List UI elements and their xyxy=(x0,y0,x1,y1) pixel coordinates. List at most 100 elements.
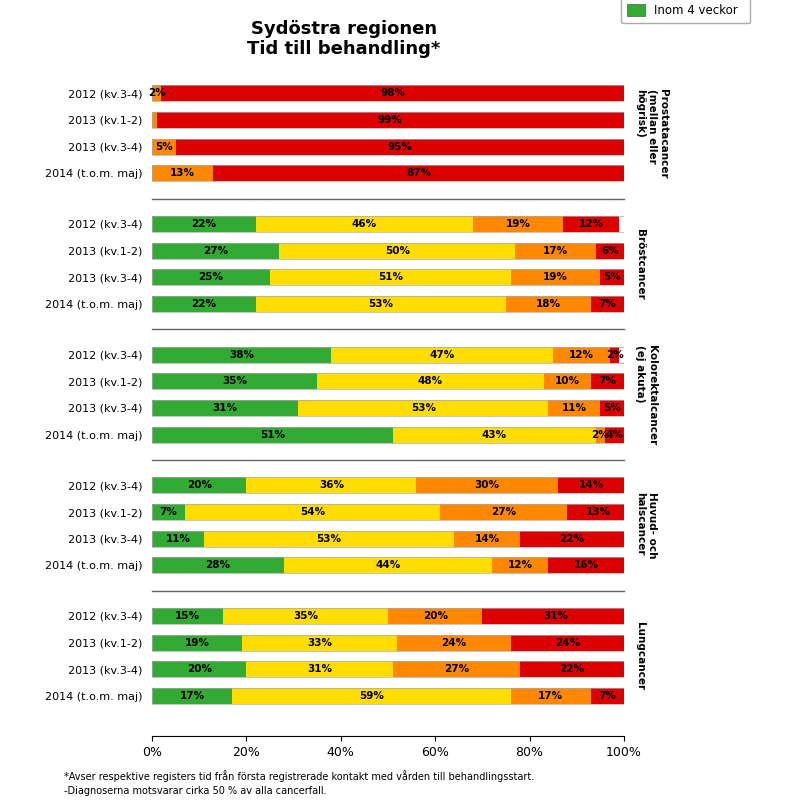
Text: 2%: 2% xyxy=(148,88,166,98)
Bar xyxy=(152,608,222,624)
Bar xyxy=(152,86,624,102)
Text: 27%: 27% xyxy=(444,664,469,674)
Bar xyxy=(298,400,549,416)
Text: 5%: 5% xyxy=(155,142,173,152)
Bar xyxy=(596,426,605,442)
Text: 30%: 30% xyxy=(474,480,500,490)
Text: 12%: 12% xyxy=(578,219,603,229)
Bar xyxy=(510,270,600,286)
Text: 53%: 53% xyxy=(317,534,342,544)
Bar xyxy=(416,478,558,494)
Legend: Över 12 veckor, 8-12 veckor, 4-8 veckor, Inom 4 veckor: Över 12 veckor, 8-12 veckor, 4-8 veckor,… xyxy=(621,0,750,23)
Bar xyxy=(152,86,162,102)
Text: 53%: 53% xyxy=(411,403,436,413)
Bar xyxy=(549,400,600,416)
Text: 17%: 17% xyxy=(538,691,563,701)
Bar xyxy=(152,166,624,182)
Bar xyxy=(152,662,246,678)
Text: 44%: 44% xyxy=(375,560,401,570)
Text: 35%: 35% xyxy=(293,611,318,621)
Text: 12%: 12% xyxy=(569,350,594,360)
Bar xyxy=(544,374,591,390)
Bar xyxy=(440,504,567,520)
Bar xyxy=(152,296,256,312)
Text: 20%: 20% xyxy=(186,480,212,490)
Text: 19%: 19% xyxy=(506,219,530,229)
Text: 6%: 6% xyxy=(601,246,618,256)
Text: 47%: 47% xyxy=(430,350,455,360)
Bar xyxy=(152,374,624,390)
Text: Lungcancer: Lungcancer xyxy=(635,622,645,690)
Text: 43%: 43% xyxy=(482,430,506,440)
Text: Huvud- och
halscancer: Huvud- och halscancer xyxy=(635,492,657,558)
Bar xyxy=(600,400,624,416)
Bar xyxy=(152,166,214,182)
Bar xyxy=(388,608,482,624)
Text: 31%: 31% xyxy=(543,611,568,621)
Bar xyxy=(591,374,624,390)
Text: 16%: 16% xyxy=(574,560,598,570)
Bar xyxy=(520,662,624,678)
Text: 95%: 95% xyxy=(387,142,412,152)
Bar xyxy=(152,478,624,494)
Text: 53%: 53% xyxy=(369,299,394,309)
Bar xyxy=(549,558,624,574)
Bar xyxy=(152,346,624,362)
Bar xyxy=(152,426,624,442)
Text: 27%: 27% xyxy=(203,246,228,256)
Text: 31%: 31% xyxy=(213,403,238,413)
Text: 22%: 22% xyxy=(559,534,585,544)
Text: 7%: 7% xyxy=(159,507,178,517)
Bar xyxy=(492,558,549,574)
Bar xyxy=(520,530,624,546)
Bar xyxy=(398,634,510,650)
Text: 7%: 7% xyxy=(598,376,617,386)
Bar xyxy=(152,688,624,704)
Bar xyxy=(473,216,562,232)
Text: 31%: 31% xyxy=(307,664,332,674)
Text: 14%: 14% xyxy=(578,480,603,490)
Text: 25%: 25% xyxy=(198,272,223,282)
Text: 14%: 14% xyxy=(474,534,500,544)
Text: 36%: 36% xyxy=(319,480,344,490)
Text: 87%: 87% xyxy=(406,168,431,178)
Bar xyxy=(152,558,284,574)
Text: 5%: 5% xyxy=(603,403,621,413)
Bar xyxy=(162,86,624,102)
Text: Kolorektalcancer
(ej akuta): Kolorektalcancer (ej akuta) xyxy=(635,345,657,445)
Text: 19%: 19% xyxy=(185,638,210,648)
Text: 28%: 28% xyxy=(206,560,230,570)
Bar xyxy=(242,634,398,650)
Bar xyxy=(558,478,624,494)
Text: 2%: 2% xyxy=(606,350,623,360)
Text: 7%: 7% xyxy=(598,691,617,701)
Bar xyxy=(152,216,624,232)
Bar xyxy=(256,216,473,232)
Text: 20%: 20% xyxy=(186,664,212,674)
Bar xyxy=(152,504,185,520)
Text: 35%: 35% xyxy=(222,376,247,386)
Bar xyxy=(152,270,270,286)
Text: 11%: 11% xyxy=(166,534,190,544)
Text: 22%: 22% xyxy=(559,664,585,674)
Text: 50%: 50% xyxy=(385,246,410,256)
Bar xyxy=(152,662,624,678)
Text: 99%: 99% xyxy=(378,115,402,125)
Bar xyxy=(246,662,393,678)
Text: 24%: 24% xyxy=(442,638,466,648)
Bar xyxy=(152,138,624,154)
Bar xyxy=(214,166,624,182)
Bar xyxy=(152,216,256,232)
Bar xyxy=(152,688,232,704)
Text: 17%: 17% xyxy=(543,246,568,256)
Bar xyxy=(562,216,619,232)
Bar xyxy=(152,634,242,650)
Bar xyxy=(331,346,554,362)
Bar xyxy=(317,374,544,390)
Bar xyxy=(605,426,624,442)
Bar xyxy=(152,530,624,546)
Text: 33%: 33% xyxy=(307,638,332,648)
Bar xyxy=(279,242,515,258)
Bar xyxy=(454,530,520,546)
Bar xyxy=(510,688,591,704)
